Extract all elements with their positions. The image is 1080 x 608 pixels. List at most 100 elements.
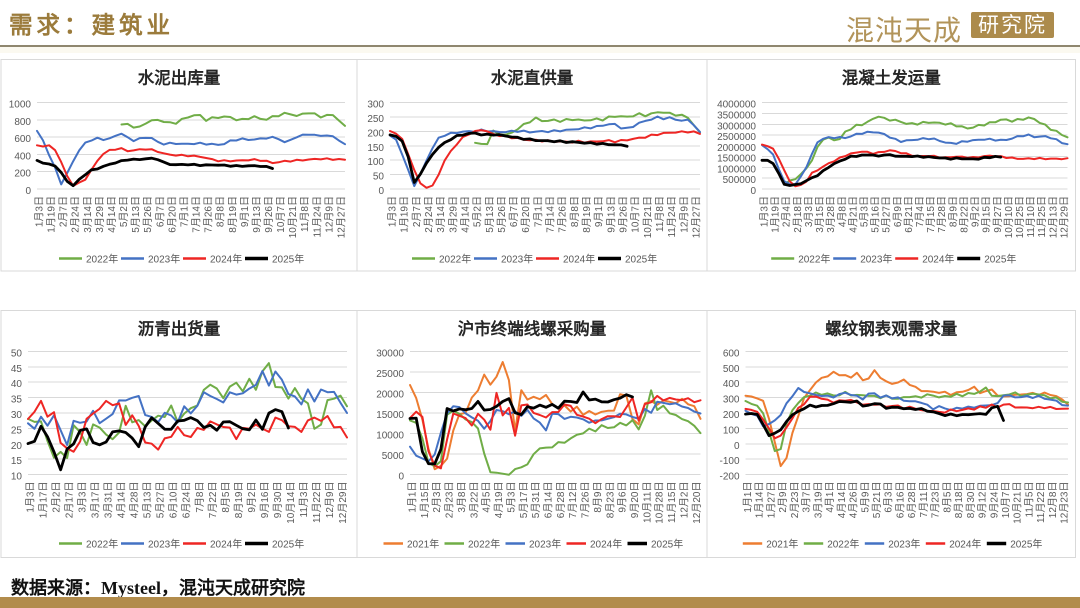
svg-text:2025年: 2025年 (272, 252, 304, 265)
svg-text:4月21日: 4月21日 (847, 196, 859, 233)
svg-text:10月21日: 10月21日 (287, 196, 299, 238)
svg-text:4月5日: 4月5日 (481, 482, 493, 513)
svg-text:200: 200 (367, 129, 384, 140)
svg-text:2月4日: 2月4日 (781, 196, 793, 227)
svg-text:11月24日: 11月24日 (666, 196, 678, 238)
svg-text:400: 400 (14, 152, 31, 163)
svg-text:11月3日: 11月3日 (298, 482, 310, 518)
svg-text:10月11日: 10月11日 (641, 482, 653, 524)
svg-text:2022年: 2022年 (86, 537, 118, 550)
svg-text:-200: -200 (719, 472, 739, 483)
svg-text:150: 150 (367, 143, 384, 154)
svg-text:10月7日: 10月7日 (630, 196, 642, 233)
svg-text:2月9日: 2月9日 (777, 482, 789, 513)
svg-text:12月29日: 12月29日 (1058, 196, 1070, 238)
svg-text:10: 10 (11, 472, 23, 483)
svg-text:10月28日: 10月28日 (654, 482, 666, 524)
svg-text:600: 600 (723, 349, 740, 360)
svg-text:2024年: 2024年 (949, 537, 981, 550)
svg-text:2022年: 2022年 (86, 252, 118, 265)
svg-text:10月21日: 10月21日 (642, 196, 654, 238)
svg-text:2月3日: 2月3日 (431, 482, 443, 513)
svg-text:6月9日: 6月9日 (892, 196, 904, 227)
svg-text:12月29日: 12月29日 (337, 482, 349, 524)
svg-text:6月24日: 6月24日 (181, 482, 193, 519)
svg-text:7月14日: 7月14日 (545, 196, 557, 233)
svg-text:7月14日: 7月14日 (191, 196, 203, 233)
svg-text:3月31日: 3月31日 (103, 482, 115, 519)
svg-text:3月15日: 3月15日 (814, 196, 826, 233)
svg-text:9月2日: 9月2日 (246, 482, 258, 513)
svg-text:3月22日: 3月22日 (468, 482, 480, 519)
svg-text:8月8日: 8月8日 (215, 196, 227, 227)
svg-text:2月24日: 2月24日 (423, 196, 435, 233)
svg-text:8月30日: 8月30日 (965, 482, 977, 519)
svg-text:9月12日: 9月12日 (977, 482, 989, 519)
svg-text:3000000: 3000000 (717, 121, 756, 132)
svg-text:600: 600 (14, 134, 31, 145)
svg-text:8月23日: 8月23日 (604, 482, 616, 519)
svg-text:2023年: 2023年 (148, 252, 180, 265)
svg-text:7月15日: 7月15日 (925, 196, 937, 233)
svg-text:5月16日: 5月16日 (870, 196, 882, 233)
svg-text:2000000: 2000000 (717, 143, 756, 154)
svg-text:6月20日: 6月20日 (520, 196, 532, 233)
svg-text:10000: 10000 (376, 431, 404, 442)
svg-text:3月3日: 3月3日 (77, 482, 89, 513)
svg-text:1月3日: 1月3日 (387, 196, 399, 227)
svg-text:25: 25 (11, 425, 23, 436)
svg-text:5月13日: 5月13日 (130, 196, 142, 233)
svg-text:0: 0 (25, 186, 31, 197)
svg-text:8月18日: 8月18日 (953, 482, 965, 519)
svg-text:3月7日: 3月7日 (801, 482, 813, 513)
svg-text:3月14日: 3月14日 (435, 196, 447, 233)
svg-text:7月26日: 7月26日 (557, 196, 569, 233)
svg-text:7月8日: 7月8日 (194, 482, 206, 513)
svg-text:1月19日: 1月19日 (770, 196, 782, 233)
svg-text:12月2日: 12月2日 (679, 482, 691, 519)
svg-text:5月31日: 5月31日 (530, 482, 542, 519)
svg-text:2500000: 2500000 (717, 132, 756, 143)
svg-text:0: 0 (378, 186, 384, 197)
svg-text:45: 45 (11, 364, 23, 375)
svg-text:100: 100 (723, 425, 740, 436)
svg-text:4月14日: 4月14日 (459, 196, 471, 233)
svg-text:4月26日: 4月26日 (848, 482, 860, 519)
svg-text:12月20日: 12月20日 (691, 482, 703, 524)
svg-text:11月8日: 11月8日 (299, 196, 311, 232)
svg-text:5月21日: 5月21日 (871, 482, 883, 519)
svg-text:7月22日: 7月22日 (207, 482, 219, 519)
svg-text:10月25日: 10月25日 (1014, 196, 1026, 238)
svg-text:6月7日: 6月7日 (508, 196, 520, 227)
svg-text:6月21日: 6月21日 (903, 196, 915, 233)
svg-text:20: 20 (11, 441, 23, 452)
svg-text:2月7日: 2月7日 (411, 196, 423, 227)
svg-text:1月19日: 1月19日 (399, 196, 411, 233)
svg-text:200: 200 (14, 169, 31, 180)
svg-text:2月2日: 2月2日 (51, 482, 63, 513)
svg-text:螺纹钢表观需求量: 螺纹钢表观需求量 (825, 319, 958, 339)
svg-text:12月9日: 12月9日 (323, 196, 335, 233)
svg-text:9月6日: 9月6日 (617, 482, 629, 513)
svg-text:1月14日: 1月14日 (754, 482, 766, 519)
svg-text:9月16日: 9月16日 (259, 482, 271, 519)
svg-text:10月10日: 10月10日 (1003, 196, 1015, 238)
svg-text:2025年: 2025年 (272, 537, 304, 550)
svg-text:3月3日: 3月3日 (803, 196, 815, 227)
svg-text:7月12日: 7月12日 (567, 482, 579, 519)
svg-text:2024年: 2024年 (210, 252, 242, 265)
svg-text:11月22日: 11月22日 (311, 482, 323, 524)
svg-text:2023年: 2023年 (148, 537, 180, 550)
svg-text:3月28日: 3月28日 (825, 196, 837, 233)
svg-text:2023年: 2023年 (860, 252, 892, 265)
svg-text:5月13日: 5月13日 (484, 196, 496, 233)
svg-text:2月24日: 2月24日 (70, 196, 82, 233)
svg-text:12月9日: 12月9日 (678, 196, 690, 233)
svg-text:7月23日: 7月23日 (930, 482, 942, 519)
svg-text:11月25日: 11月25日 (1036, 196, 1048, 238)
svg-text:0: 0 (734, 441, 740, 452)
svg-text:20000: 20000 (376, 390, 404, 401)
svg-text:2022年: 2022年 (439, 252, 471, 265)
svg-text:6月14日: 6月14日 (543, 482, 555, 519)
svg-text:3月14日: 3月14日 (82, 196, 94, 233)
